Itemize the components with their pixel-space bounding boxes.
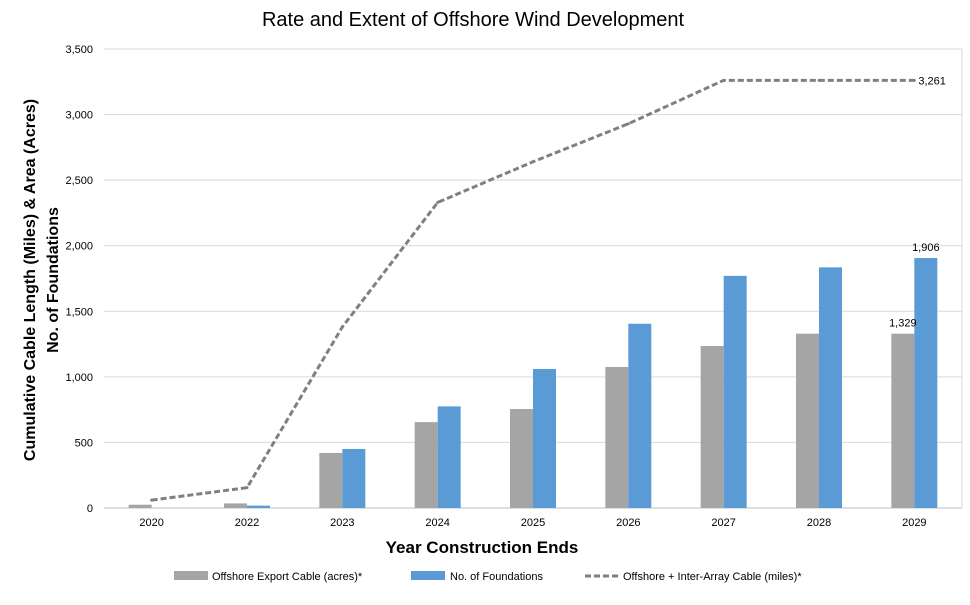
bar-foundations	[533, 368, 556, 508]
x-tick-label: 2020	[139, 517, 163, 529]
y-tick-label: 0	[87, 503, 93, 515]
axis-ticks: 0 500 1,000 1,500 2,000 2,500 3,000 3,500 2020 20…	[65, 44, 926, 529]
bar-foundations	[628, 323, 652, 508]
legend-label-inter-array-cable: Offshore + Inter-Array Cable (miles)*	[623, 571, 802, 583]
bar-export-cable	[510, 408, 533, 508]
bar-foundations	[247, 505, 270, 508]
bar-export-cable	[796, 333, 819, 508]
y-tick-label: 3,500	[65, 44, 93, 56]
line-point	[722, 78, 726, 82]
y-tick-label: 2,500	[65, 175, 93, 187]
bar-foundations	[914, 258, 938, 508]
line-point	[245, 486, 249, 490]
data-label: 3,261	[918, 75, 946, 87]
line-point	[626, 122, 630, 126]
y-tick-label: 500	[75, 437, 93, 449]
y-tick-label: 2,000	[65, 241, 93, 253]
line-point	[912, 78, 916, 82]
legend-swatch-foundations	[411, 571, 445, 580]
x-tick-label: 2022	[235, 517, 259, 529]
legend: Offshore Export Cable (acres)* No. of Fo…	[174, 571, 802, 583]
x-tick-label: 2029	[902, 517, 926, 529]
x-axis-title: Year Construction Ends	[386, 538, 579, 557]
x-tick-label: 2023	[330, 517, 354, 529]
bar-export-cable	[414, 422, 438, 508]
bar-foundations	[342, 448, 366, 508]
legend-label-foundations: No. of Foundations	[450, 571, 543, 583]
data-label: 1,329	[889, 318, 917, 330]
bar-foundations	[723, 275, 747, 508]
y-axis-title-line-2: No. of Foundations	[45, 207, 62, 353]
y-tick-label: 3,000	[65, 110, 93, 122]
x-tick-label: 2028	[807, 517, 831, 529]
y-tick-label: 1,500	[65, 306, 93, 318]
data-labels: 1,329 1,906 3,261	[889, 75, 946, 329]
chart-title: Rate and Extent of Offshore Wind Develop…	[262, 9, 685, 31]
bar-export-cable	[319, 452, 343, 508]
line-point	[817, 78, 821, 82]
bar-export-cable	[128, 504, 152, 508]
bar-export-cable	[891, 333, 915, 508]
bar-foundations	[437, 406, 461, 508]
bars	[128, 258, 938, 508]
line-point	[531, 160, 535, 164]
legend-label-export-cable: Offshore Export Cable (acres)*	[212, 571, 363, 583]
x-tick-label: 2025	[521, 517, 545, 529]
line-point	[150, 498, 154, 502]
x-tick-label: 2027	[711, 517, 735, 529]
bar-export-cable	[700, 346, 724, 508]
bar-foundations	[819, 267, 842, 508]
bar-export-cable	[224, 503, 247, 508]
line-point	[340, 325, 344, 329]
line-series	[150, 78, 916, 502]
x-tick-label: 2024	[425, 517, 449, 529]
legend-swatch-export-cable	[174, 571, 208, 580]
data-label: 1,906	[912, 242, 940, 254]
y-tick-label: 1,000	[65, 372, 93, 384]
y-axis-title-line-1: Cumulative Cable Length (Miles) & Area (…	[22, 99, 39, 461]
bar-export-cable	[605, 367, 629, 508]
line-point	[436, 200, 440, 204]
x-tick-label: 2026	[616, 517, 640, 529]
